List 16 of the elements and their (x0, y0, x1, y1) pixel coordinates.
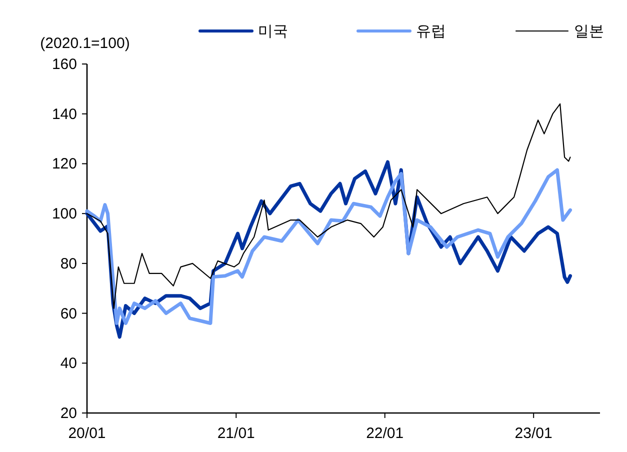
y-tick-label: 100 (52, 206, 77, 223)
y-tick-label: 140 (52, 106, 77, 123)
y-tick-label: 160 (52, 56, 77, 73)
x-tick-label: 20/01 (68, 425, 106, 442)
y-tick-label: 60 (60, 305, 77, 322)
y-tick-label: 20 (60, 405, 77, 422)
y-axis-title: (2020.1=100) (40, 35, 130, 52)
x-tick-label: 21/01 (217, 425, 255, 442)
x-tick-label: 23/01 (514, 425, 552, 442)
x-tick-label: 22/01 (366, 425, 404, 442)
y-tick-label: 40 (60, 355, 77, 372)
legend-label: 유럽 (416, 23, 446, 40)
y-tick-label: 120 (52, 156, 77, 173)
legend-label: 일본 (574, 23, 604, 40)
legend-label: 미국 (258, 23, 288, 40)
y-tick-label: 80 (60, 255, 77, 272)
